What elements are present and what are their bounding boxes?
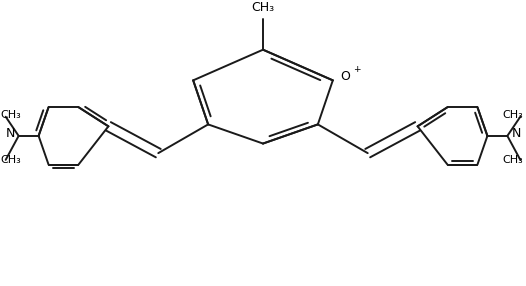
Text: CH₃: CH₃: [1, 155, 22, 165]
Text: CH₃: CH₃: [251, 1, 275, 14]
Text: O: O: [340, 70, 350, 83]
Text: CH₃: CH₃: [502, 155, 523, 165]
Text: N: N: [511, 128, 521, 140]
Text: CH₃: CH₃: [1, 110, 22, 120]
Text: N: N: [5, 128, 15, 140]
Text: +: +: [353, 65, 360, 74]
Text: CH₃: CH₃: [502, 110, 523, 120]
